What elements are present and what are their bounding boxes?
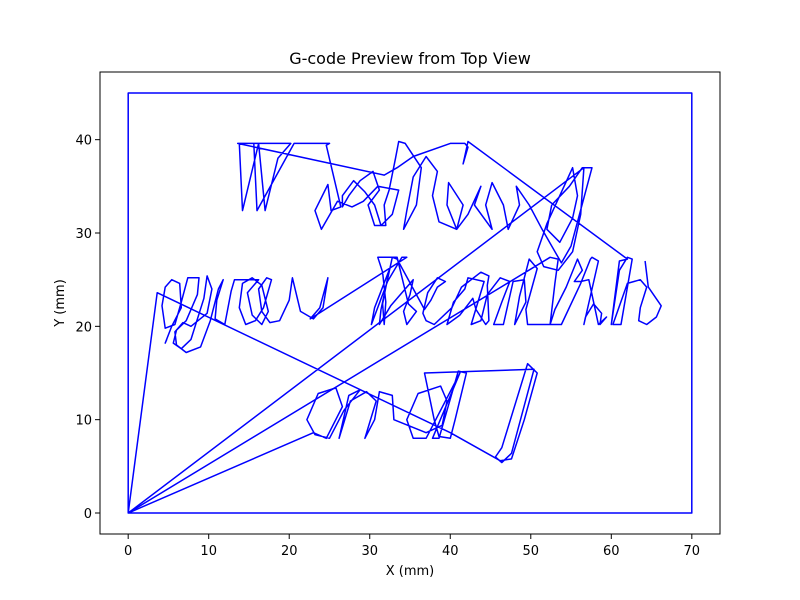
y-tick-label: 20 [75, 320, 92, 335]
x-tick-label: 70 [684, 544, 701, 559]
y-tick-label: 10 [75, 414, 92, 429]
toolpath-line-2 [127, 256, 608, 514]
y-axis-label: Y (mm) [53, 279, 68, 328]
x-tick-label: 0 [124, 544, 132, 559]
x-tick-label: 20 [281, 544, 298, 559]
toolpath-line-1 [127, 92, 693, 514]
y-tick-label: 30 [75, 227, 92, 242]
chart-title: G-code Preview from Top View [289, 49, 531, 68]
y-tick-label: 40 [75, 134, 92, 149]
x-tick-label: 30 [361, 544, 378, 559]
x-tick-label: 50 [523, 544, 540, 559]
axes-frame [99, 71, 721, 535]
x-axis-label: X (mm) [386, 564, 435, 579]
plot-area [127, 92, 693, 514]
x-tick-label: 60 [603, 544, 620, 559]
x-tick-label: 40 [442, 544, 459, 559]
x-tick-label: 10 [200, 544, 217, 559]
y-tick-label: 0 [84, 507, 92, 522]
x-axis: 0 10 20 30 40 50 60 70 [124, 534, 700, 559]
y-axis: 0 10 20 30 40 [75, 134, 100, 522]
